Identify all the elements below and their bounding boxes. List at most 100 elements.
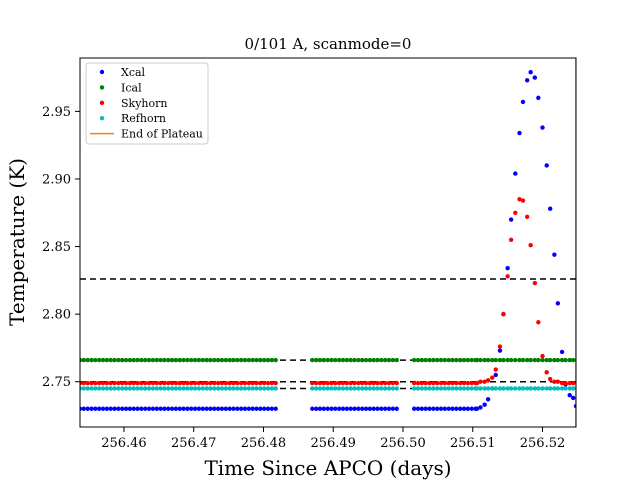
data-point-xcal [223, 406, 229, 411]
data-point-xcal [532, 75, 538, 80]
data-point-refhorn [485, 386, 491, 391]
data-point-xcal [208, 406, 213, 411]
data-point-skyhorn [340, 380, 346, 386]
data-point-xcal [411, 406, 417, 411]
data-point-skyhorn [336, 380, 342, 386]
data-point-xcal [135, 406, 140, 411]
data-point-xcal [465, 406, 471, 411]
data-point-skyhorn [223, 380, 229, 386]
data-point-xcal [474, 406, 480, 411]
data-point-skyhorn [96, 380, 102, 386]
series-ical-plateau [80, 357, 478, 363]
data-point-skyhorn [154, 380, 159, 386]
data-point-ical [227, 357, 232, 363]
data-point-ical [386, 357, 392, 363]
data-point-skyhorn [81, 380, 87, 386]
data-point-ical [317, 357, 323, 363]
data-point-refhorn [158, 386, 163, 391]
data-point-ical [212, 357, 217, 363]
data-point-refhorn [559, 386, 565, 391]
data-point-xcal [215, 406, 221, 411]
data-point-ical [493, 357, 498, 363]
data-point-refhorn [371, 386, 376, 391]
data-point-refhorn [540, 386, 545, 391]
data-point-skyhorn [390, 380, 396, 386]
data-point-refhorn [352, 386, 357, 391]
data-point-refhorn [104, 386, 110, 391]
data-point-refhorn [508, 386, 514, 391]
data-point-refhorn [375, 386, 380, 391]
data-point-ical [131, 357, 136, 363]
series-refhorn [474, 386, 576, 391]
data-point-refhorn [344, 386, 350, 391]
data-point-xcal [423, 406, 428, 411]
data-point-skyhorn [478, 379, 483, 384]
data-point-ical [474, 357, 480, 363]
data-point-ical [250, 357, 255, 363]
legend-swatch-skyhorn [99, 100, 105, 106]
data-point-refhorn [143, 386, 148, 391]
data-point-refhorn [162, 386, 167, 391]
y-tick-label: 2.85 [42, 240, 71, 255]
data-point-xcal [348, 406, 353, 411]
data-point-ical [371, 357, 376, 363]
data-point-xcal [517, 130, 522, 136]
data-point-xcal [375, 406, 380, 411]
data-point-skyhorn [158, 380, 163, 386]
data-point-ical [457, 357, 463, 363]
data-point-refhorn [379, 386, 384, 391]
data-point-refhorn [123, 386, 129, 391]
data-point-refhorn [411, 386, 417, 391]
data-point-ical [508, 357, 514, 363]
data-point-ical [108, 357, 113, 363]
data-point-skyhorn [474, 380, 480, 386]
data-point-xcal [80, 406, 83, 411]
data-point-skyhorn [431, 380, 436, 386]
data-point-xcal [173, 406, 179, 411]
data-point-ical [363, 357, 369, 363]
data-point-refhorn [238, 386, 244, 391]
data-point-xcal [200, 406, 205, 411]
series-skyhorn-plateau [80, 380, 478, 386]
data-point-xcal [567, 393, 572, 398]
data-point-xcal [313, 406, 319, 411]
data-point-ical [524, 357, 530, 363]
data-point-ical [438, 357, 444, 363]
data-point-xcal [552, 252, 557, 257]
data-point-skyhorn [116, 380, 121, 386]
data-point-ical [85, 357, 90, 363]
data-point-refhorn [108, 386, 113, 391]
data-point-ical [563, 357, 568, 363]
axes-frame [79, 57, 577, 428]
data-point-xcal [227, 406, 232, 411]
chart-title: 0/101 A, scanmode=0 [245, 35, 412, 53]
data-point-skyhorn [329, 380, 334, 386]
data-point-refhorn [100, 386, 106, 391]
data-point-ical [89, 357, 94, 363]
data-point-skyhorn [185, 380, 190, 386]
data-point-ical [321, 357, 327, 363]
data-point-ical [158, 357, 163, 363]
data-point-refhorn [563, 386, 568, 391]
data-point-skyhorn [246, 380, 252, 386]
data-point-skyhorn [540, 353, 545, 359]
data-point-ical [356, 357, 361, 363]
data-point-ical [231, 357, 236, 363]
data-point-skyhorn [517, 197, 522, 202]
data-point-ical [367, 357, 373, 363]
data-point-skyhorn [219, 380, 225, 386]
data-point-ical [497, 357, 503, 363]
data-point-refhorn [325, 386, 330, 391]
data-point-skyhorn [427, 380, 432, 386]
data-point-ical [461, 357, 467, 363]
data-point-refhorn [383, 386, 388, 391]
legend-swatch-refhorn [99, 116, 105, 121]
data-point-ical [485, 357, 491, 363]
data-point-skyhorn [371, 380, 376, 386]
data-point-skyhorn [457, 380, 463, 386]
data-point-refhorn [427, 386, 432, 391]
data-point-xcal [254, 406, 259, 411]
data-point-ical [517, 357, 522, 363]
y-axis-label: Temperature (K) [5, 158, 29, 326]
